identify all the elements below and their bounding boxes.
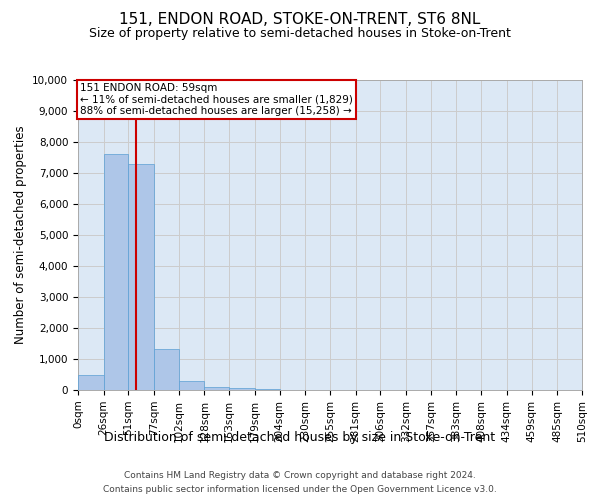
Text: Contains public sector information licensed under the Open Government Licence v3: Contains public sector information licen…: [103, 484, 497, 494]
Text: 151 ENDON ROAD: 59sqm
← 11% of semi-detached houses are smaller (1,829)
88% of s: 151 ENDON ROAD: 59sqm ← 11% of semi-deta…: [80, 83, 353, 116]
Y-axis label: Number of semi-detached properties: Number of semi-detached properties: [14, 126, 27, 344]
Bar: [78, 374, 104, 390]
Bar: [205, 386, 229, 390]
Text: 151, ENDON ROAD, STOKE-ON-TRENT, ST6 8NL: 151, ENDON ROAD, STOKE-ON-TRENT, ST6 8NL: [119, 12, 481, 28]
Bar: [179, 380, 205, 390]
Bar: [104, 154, 128, 390]
Bar: [154, 350, 179, 390]
Text: Size of property relative to semi-detached houses in Stoke-on-Trent: Size of property relative to semi-detach…: [89, 28, 511, 40]
Text: Contains HM Land Registry data © Crown copyright and database right 2024.: Contains HM Land Registry data © Crown c…: [124, 472, 476, 480]
Bar: [128, 164, 154, 390]
Bar: [229, 388, 255, 390]
Text: Distribution of semi-detached houses by size in Stoke-on-Trent: Distribution of semi-detached houses by …: [104, 431, 496, 444]
